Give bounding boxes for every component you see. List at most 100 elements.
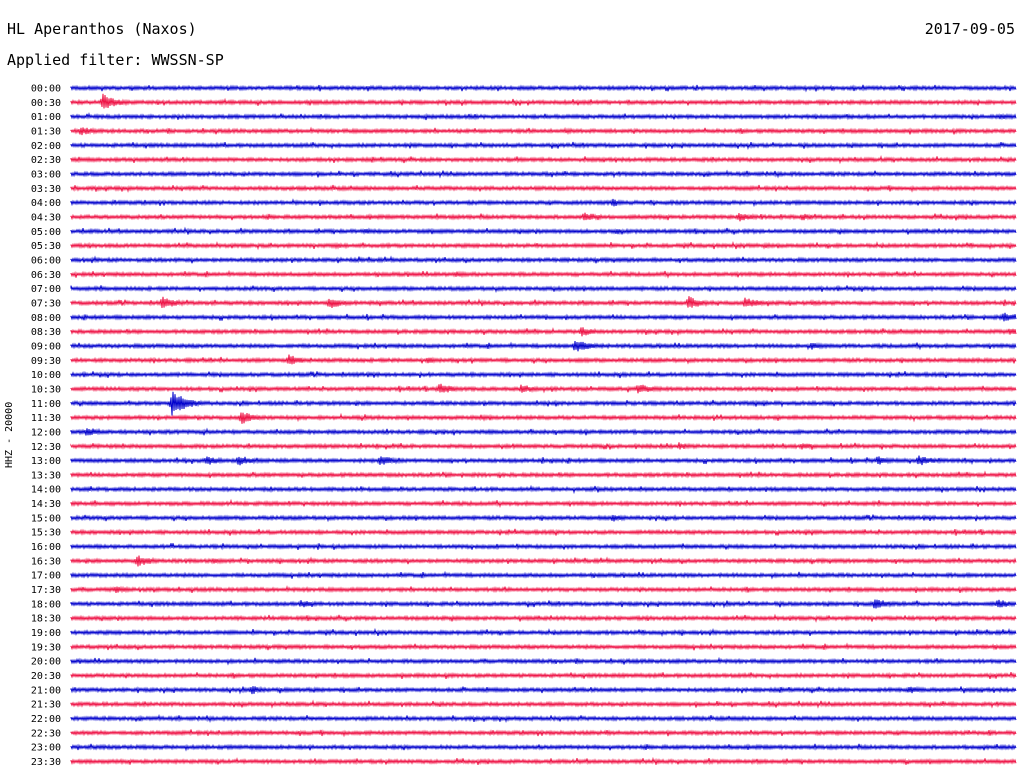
- trace-row-1930: [70, 642, 1017, 651]
- row-label-0230: 02:30: [31, 155, 61, 166]
- filter-label: Applied filter: WWSSN-SP: [7, 51, 224, 69]
- row-label-0100: 01:00: [31, 112, 61, 123]
- row-label-1130: 11:30: [31, 413, 61, 424]
- row-label-2230: 22:30: [31, 728, 61, 739]
- trace-row-1800: [70, 599, 1017, 609]
- trace-row-2230: [70, 729, 1017, 738]
- trace-row-0600: [70, 255, 1017, 264]
- row-label-0330: 03:30: [31, 184, 61, 195]
- trace-row-2200: [70, 714, 1017, 724]
- trace-row-0000: [70, 84, 1017, 93]
- date-label: 2017-09-05: [924, 20, 1015, 38]
- trace-row-0530: [70, 241, 1017, 251]
- row-label-0530: 05:30: [31, 241, 61, 252]
- row-label-0900: 09:00: [31, 341, 61, 352]
- row-label-1430: 14:30: [31, 499, 61, 510]
- row-label-0730: 07:30: [31, 298, 61, 309]
- trace-row-1100: [70, 391, 1017, 416]
- row-label-0830: 08:30: [31, 327, 61, 338]
- trace-row-1400: [70, 484, 1017, 495]
- row-label-0400: 04:00: [31, 198, 61, 209]
- row-label-2030: 20:30: [31, 671, 61, 682]
- row-label-1000: 10:00: [31, 370, 61, 381]
- trace-row-0930: [70, 354, 1017, 365]
- trace-row-1230: [70, 442, 1017, 450]
- trace-row-2100: [70, 685, 1017, 695]
- row-label-2130: 21:30: [31, 700, 61, 711]
- trace-row-0430: [70, 212, 1017, 222]
- row-label-0030: 00:30: [31, 98, 61, 109]
- row-label-0000: 00:00: [31, 84, 61, 95]
- trace-row-0730: [70, 296, 1017, 309]
- trace-row-1500: [70, 514, 1017, 523]
- trace-row-0900: [70, 341, 1017, 352]
- trace-row-1300: [70, 455, 1017, 466]
- row-label-0200: 02:00: [31, 141, 61, 152]
- trace-row-1730: [70, 585, 1017, 594]
- row-label-2300: 23:00: [31, 743, 61, 754]
- row-label-0430: 04:30: [31, 212, 61, 223]
- trace-row-2130: [70, 699, 1017, 709]
- trace-row-0200: [70, 141, 1017, 150]
- row-label-1800: 18:00: [31, 599, 61, 610]
- trace-row-2000: [70, 656, 1017, 666]
- row-label-1700: 17:00: [31, 571, 61, 582]
- row-label-1900: 19:00: [31, 628, 61, 639]
- row-label-1500: 15:00: [31, 513, 61, 524]
- trace-row-0230: [70, 155, 1017, 165]
- trace-row-2030: [70, 671, 1017, 680]
- trace-row-1330: [70, 470, 1017, 479]
- trace-row-1900: [70, 627, 1017, 638]
- trace-row-1830: [70, 613, 1017, 623]
- time-labels: 00:00 00:30 01:00 01:30 02:00 02:30 03:00 03:30…: [31, 84, 61, 769]
- row-label-0300: 03:00: [31, 169, 61, 180]
- trace-row-1200: [70, 427, 1017, 436]
- trace-row-1000: [70, 370, 1017, 379]
- trace-row-0100: [70, 112, 1017, 121]
- trace-row-1530: [70, 528, 1017, 536]
- row-label-0600: 06:00: [31, 255, 61, 266]
- trace-row-2300: [70, 743, 1017, 752]
- row-label-0500: 05:00: [31, 227, 61, 238]
- trace-row-2330: [70, 756, 1017, 766]
- row-label-2100: 21:00: [31, 685, 61, 696]
- trace-row-1130: [70, 412, 1017, 424]
- row-label-1930: 19:30: [31, 642, 61, 653]
- row-label-2000: 20:00: [31, 657, 61, 668]
- row-label-1600: 16:00: [31, 542, 61, 553]
- row-label-2200: 22:00: [31, 714, 61, 725]
- trace-row-1700: [70, 570, 1017, 580]
- row-label-1200: 12:00: [31, 427, 61, 438]
- trace-row-0300: [70, 169, 1017, 179]
- row-label-1300: 13:00: [31, 456, 61, 467]
- trace-row-0630: [70, 269, 1017, 279]
- row-label-1230: 12:30: [31, 442, 61, 453]
- row-label-1730: 17:30: [31, 585, 61, 596]
- row-label-1100: 11:00: [31, 399, 61, 410]
- row-label-1530: 15:30: [31, 528, 61, 539]
- trace-row-0330: [70, 184, 1017, 193]
- trace-row-0030: [70, 93, 1017, 109]
- row-label-1630: 16:30: [31, 556, 61, 567]
- row-label-0630: 06:30: [31, 270, 61, 281]
- station-title: HL Aperanthos (Naxos): [7, 20, 197, 38]
- trace-row-0700: [70, 284, 1017, 293]
- row-label-0930: 09:30: [31, 356, 61, 367]
- row-label-2330: 23:30: [31, 757, 61, 768]
- row-label-0700: 07:00: [31, 284, 61, 295]
- trace-row-1030: [70, 383, 1017, 394]
- trace-row-1630: [70, 555, 1017, 567]
- row-label-1030: 10:30: [31, 384, 61, 395]
- seismic-traces: [70, 84, 1017, 766]
- trace-row-1600: [70, 542, 1017, 551]
- trace-row-1430: [70, 498, 1017, 508]
- row-label-1830: 18:30: [31, 614, 61, 625]
- trace-row-0400: [70, 198, 1017, 208]
- trace-row-0130: [70, 126, 1017, 136]
- row-label-1400: 14:00: [31, 485, 61, 496]
- row-label-0800: 08:00: [31, 313, 61, 324]
- row-label-1330: 13:30: [31, 470, 61, 481]
- trace-row-0830: [70, 327, 1017, 337]
- trace-row-0800: [70, 312, 1017, 322]
